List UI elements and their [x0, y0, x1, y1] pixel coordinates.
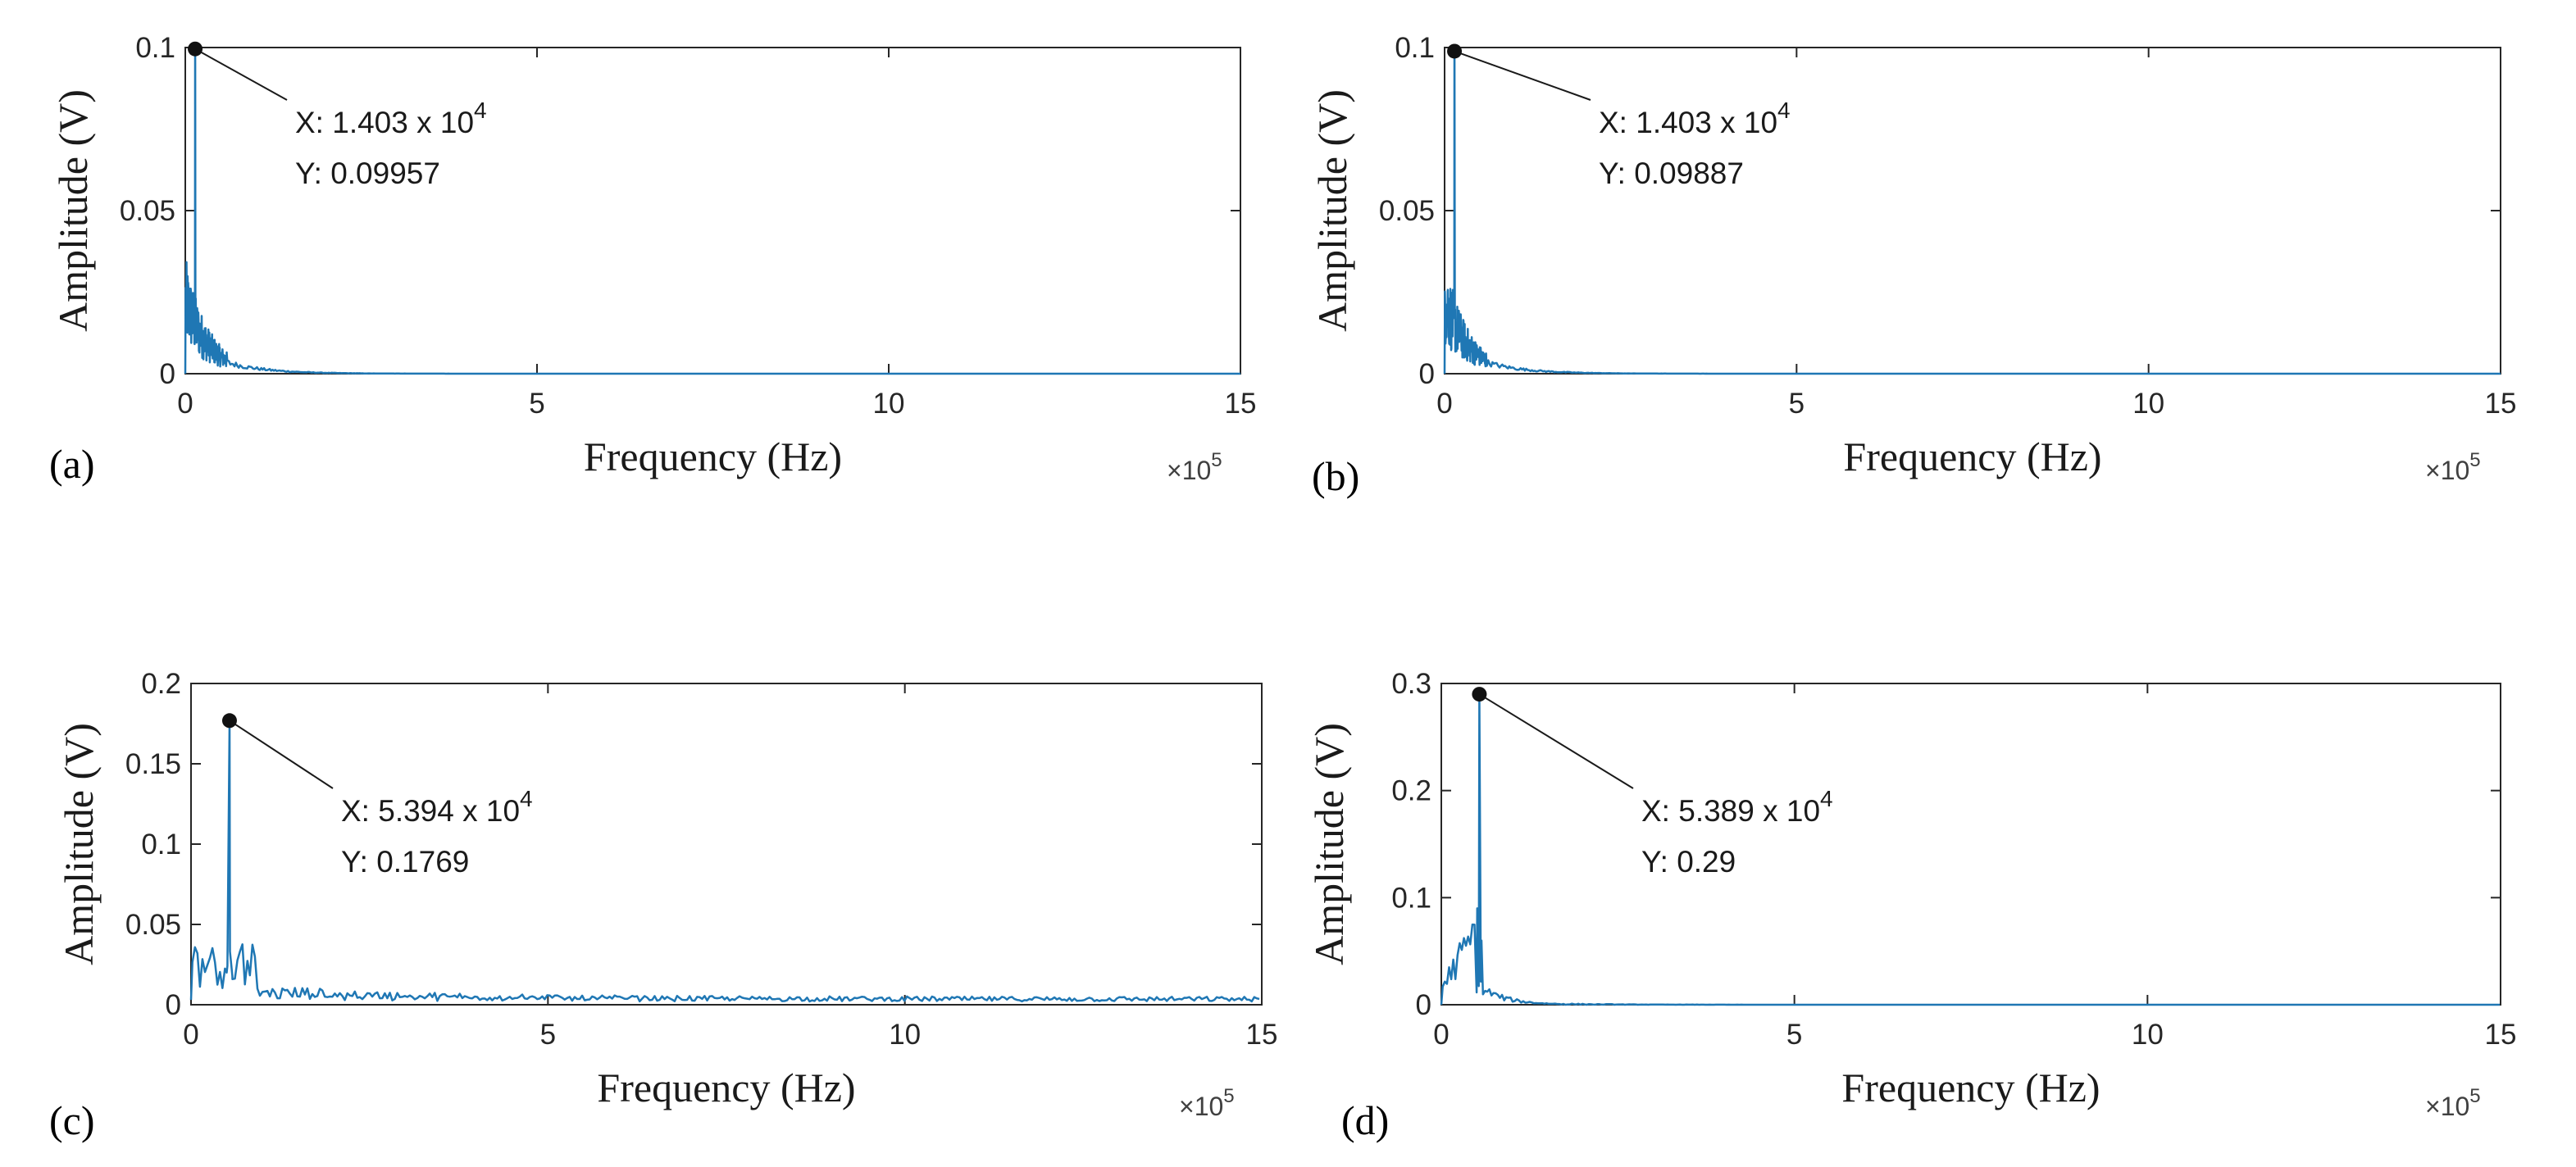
chart-panel-b: 0 5 10 15 0 0.05 0.1 X: 1.403 x 104 Y: 0.09887 Fr…: [1309, 32, 2516, 499]
y-tick-label: 0: [160, 358, 175, 390]
x-axis-label: Frequency (Hz): [1843, 434, 2101, 479]
y-tick-label: 0.1: [1395, 32, 1435, 64]
x-tick-label: 15: [2485, 1019, 2517, 1051]
y-tick-label: 0.1: [141, 829, 181, 860]
x-tick-label: 5: [529, 388, 544, 420]
datatip-x-text: X: 5.394 x 104: [341, 786, 533, 828]
x-tick-label: 0: [1436, 388, 1452, 420]
datatip-x-text: X: 1.403 x 104: [295, 98, 487, 139]
datatip-x-text: X: 1.403 x 104: [1599, 98, 1791, 139]
x-tick-label: 10: [2132, 388, 2164, 420]
x-tick-label: 15: [2485, 388, 2517, 420]
x-tick-label: 0: [1433, 1019, 1449, 1051]
axes-frame: [190, 683, 1263, 1006]
y-tick-label: 0.15: [125, 748, 181, 780]
x-tick-label: 5: [540, 1019, 556, 1051]
axes-frame: [1440, 683, 2501, 1006]
axes-frame: [184, 47, 1241, 375]
axes-frame: [1444, 47, 2501, 375]
datatip-leader-line: [194, 48, 288, 101]
y-tick-label: 0: [166, 989, 181, 1021]
spectrum-line: [184, 48, 1240, 375]
datatip-x-text: X: 5.389 x 104: [1641, 786, 1833, 828]
y-tick-label: 0.2: [141, 668, 181, 700]
y-tick-label: 0: [1416, 989, 1431, 1021]
datatip-marker[interactable]: [1447, 43, 1463, 59]
y-tick-label: 0.05: [120, 195, 175, 227]
panel-label: (b): [1312, 453, 1359, 499]
y-axis-label: Amplitude (V): [50, 89, 96, 332]
chart-panel-c: 0 5 10 15 0 0.05 0.1 0.15 0.2 X: 5.394 x 104 Y: 0.…: [49, 668, 1277, 1143]
x-tick-label: 5: [1789, 388, 1805, 420]
y-axis-label: Amplitude (V): [56, 723, 102, 965]
x-tick-label: 10: [873, 388, 905, 420]
datatip-y-text: Y: 0.09887: [1599, 157, 1744, 190]
panel-label: (d): [1341, 1097, 1389, 1143]
x-tick-label: 10: [2132, 1019, 2164, 1051]
x-axis-label: Frequency (Hz): [597, 1065, 855, 1110]
x-axis-label: Frequency (Hz): [584, 434, 842, 479]
x-axis-label: Frequency (Hz): [1841, 1065, 2100, 1110]
chart-panel-d: 0 5 10 15 0 0.1 0.2 0.3 X: 5.389 x 104 Y: 0.29 Fre…: [1306, 668, 2516, 1143]
x-tick-label: 15: [1225, 388, 1257, 420]
datatip-marker[interactable]: [188, 41, 203, 57]
x-exponent-label: ×105: [2425, 449, 2481, 485]
y-tick-label: 0.1: [1391, 882, 1431, 914]
datatip-leader-line: [1454, 50, 1591, 101]
spectrum-line: [1443, 50, 2501, 375]
y-axis-label: Amplitude (V): [1306, 723, 1352, 965]
y-tick-label: 0.2: [1391, 775, 1431, 807]
y-tick-label: 0.3: [1391, 668, 1431, 700]
x-tick-label: 0: [183, 1019, 198, 1051]
datatip-y-text: Y: 0.29: [1641, 845, 1736, 879]
y-axis-label: Amplitude (V): [1309, 89, 1355, 332]
panel-label: (c): [49, 1097, 95, 1143]
x-tick-label: 10: [889, 1019, 921, 1051]
panel-label: (a): [49, 441, 95, 487]
spectrum-line: [189, 720, 1260, 1003]
x-tick-label: 0: [177, 388, 193, 420]
x-exponent-label: ×105: [1167, 449, 1222, 485]
x-exponent-label: ×105: [2425, 1085, 2481, 1121]
datatip-y-text: Y: 0.09957: [295, 157, 440, 190]
datatip-leader-line: [229, 720, 334, 789]
y-tick-label: 0.05: [1379, 195, 1435, 227]
datatip-leader-line: [1478, 693, 1634, 789]
x-tick-label: 5: [1786, 1019, 1802, 1051]
x-tick-label: 15: [1246, 1019, 1278, 1051]
datatip-marker[interactable]: [221, 713, 237, 729]
y-tick-label: 0: [1419, 358, 1435, 390]
y-tick-label: 0.05: [125, 909, 181, 941]
datatip-marker[interactable]: [1472, 687, 1487, 702]
datatip-y-text: Y: 0.1769: [341, 845, 469, 879]
y-tick-label: 0.1: [135, 32, 175, 64]
x-exponent-label: ×105: [1179, 1085, 1235, 1121]
chart-panel-a: 0 5 10 15 0 0.05 0.1 X: 1.403 x 104 Y: 0.09957 Fr…: [49, 32, 1256, 487]
spectrum-line: [1440, 692, 2501, 1006]
